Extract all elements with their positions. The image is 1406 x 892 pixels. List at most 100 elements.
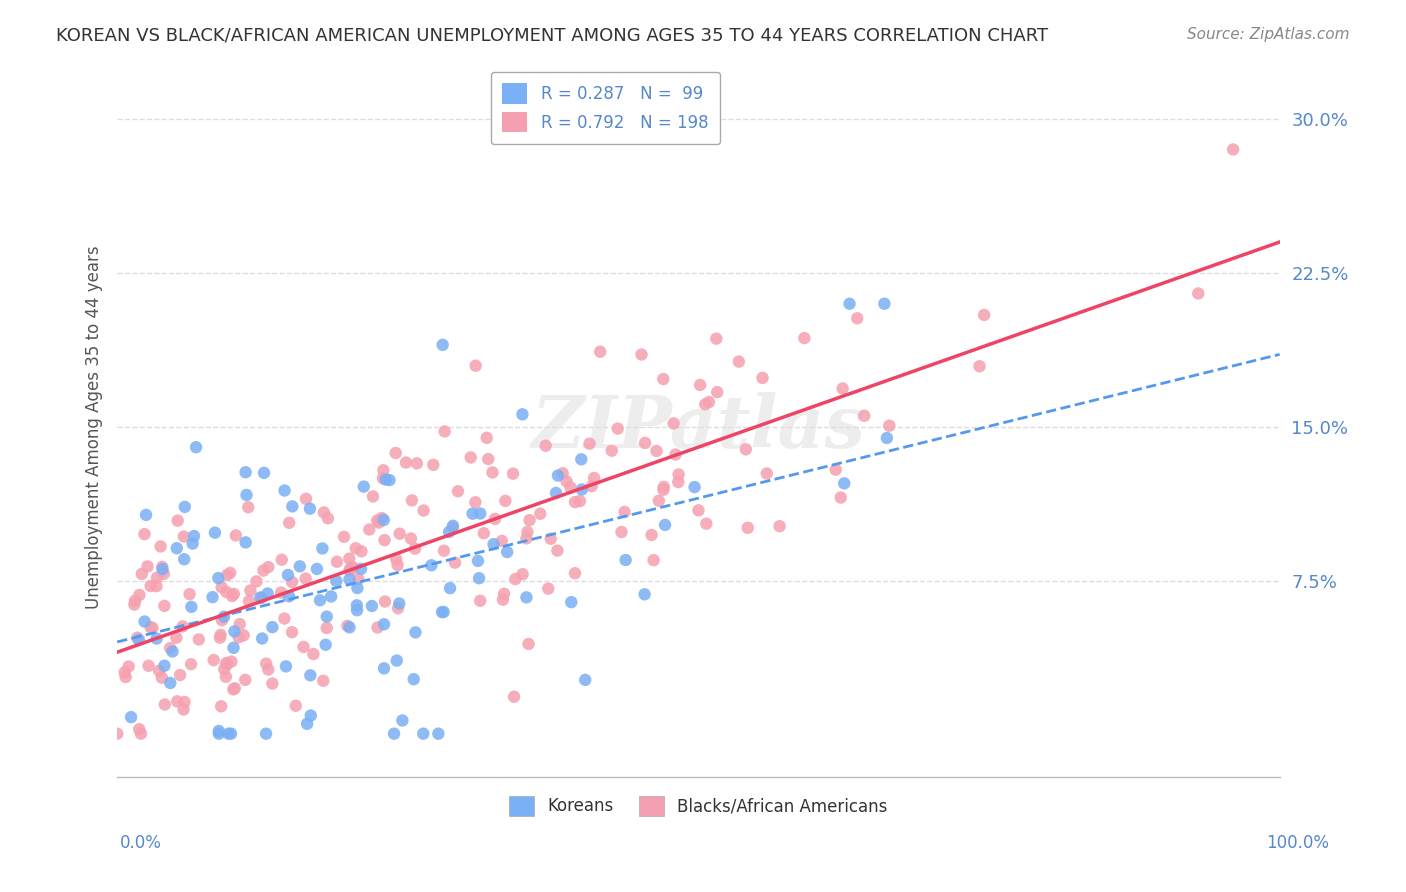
Point — [238, 594, 260, 608]
Point — [215, 657, 238, 672]
Point — [254, 726, 277, 740]
Point — [643, 553, 665, 567]
Point — [281, 574, 304, 589]
Point — [688, 503, 710, 517]
Point — [152, 562, 174, 576]
Point — [515, 591, 537, 605]
Point — [581, 479, 603, 493]
Point — [299, 708, 322, 723]
Point — [120, 710, 142, 724]
Point — [387, 558, 409, 573]
Point — [224, 624, 246, 639]
Point — [350, 562, 373, 576]
Point — [640, 528, 662, 542]
Point — [173, 530, 195, 544]
Point — [153, 658, 176, 673]
Point — [633, 587, 655, 601]
Point — [654, 517, 676, 532]
Point — [253, 466, 276, 480]
Point — [969, 359, 991, 374]
Point — [494, 494, 516, 508]
Point — [571, 483, 593, 497]
Point — [277, 568, 299, 582]
Text: 0.0%: 0.0% — [120, 834, 162, 852]
Point — [150, 560, 173, 574]
Point — [447, 484, 470, 499]
Point — [346, 599, 368, 613]
Point — [492, 592, 515, 607]
Point — [468, 571, 491, 585]
Point — [299, 668, 322, 682]
Point — [221, 655, 243, 669]
Point — [648, 493, 671, 508]
Point — [391, 714, 413, 728]
Point — [560, 481, 582, 495]
Point — [257, 663, 280, 677]
Point — [270, 552, 292, 566]
Point — [222, 587, 245, 601]
Point — [262, 676, 284, 690]
Point — [973, 308, 995, 322]
Point — [281, 500, 304, 514]
Point — [373, 617, 395, 632]
Point — [482, 537, 505, 551]
Point — [437, 524, 460, 539]
Point — [292, 640, 315, 654]
Point — [751, 371, 773, 385]
Point — [382, 726, 405, 740]
Point — [683, 480, 706, 494]
Point — [367, 620, 389, 634]
Point — [422, 458, 444, 472]
Point — [209, 628, 232, 642]
Point — [325, 574, 347, 588]
Point — [496, 545, 519, 559]
Point — [695, 397, 717, 411]
Point — [295, 716, 318, 731]
Point — [222, 640, 245, 655]
Point — [361, 490, 384, 504]
Point — [316, 511, 339, 525]
Point — [180, 599, 202, 614]
Point — [544, 486, 567, 500]
Point — [666, 475, 689, 489]
Point — [373, 463, 395, 477]
Point — [153, 698, 176, 712]
Point — [695, 516, 717, 531]
Point — [187, 632, 209, 647]
Point — [218, 726, 240, 740]
Point — [464, 495, 486, 509]
Point — [439, 581, 461, 595]
Point — [405, 456, 427, 470]
Point — [315, 638, 337, 652]
Point — [838, 296, 860, 310]
Point — [114, 670, 136, 684]
Point — [219, 566, 242, 580]
Point — [169, 668, 191, 682]
Point — [404, 541, 426, 556]
Point — [225, 528, 247, 542]
Point — [668, 467, 690, 482]
Point — [574, 673, 596, 687]
Point — [373, 513, 395, 527]
Point — [315, 609, 337, 624]
Point — [879, 418, 901, 433]
Point — [374, 473, 396, 487]
Point — [235, 465, 257, 479]
Point — [614, 553, 637, 567]
Point — [370, 511, 392, 525]
Point — [208, 723, 231, 738]
Y-axis label: Unemployment Among Ages 35 to 44 years: Unemployment Among Ages 35 to 44 years — [86, 245, 103, 609]
Point — [138, 658, 160, 673]
Point — [412, 503, 434, 517]
Point — [832, 476, 855, 491]
Point — [477, 452, 499, 467]
Point — [846, 311, 869, 326]
Point — [311, 541, 333, 556]
Point — [250, 632, 273, 646]
Point — [148, 664, 170, 678]
Point — [270, 585, 292, 599]
Point — [211, 580, 233, 594]
Point — [278, 590, 301, 604]
Point — [233, 673, 256, 687]
Point — [145, 579, 167, 593]
